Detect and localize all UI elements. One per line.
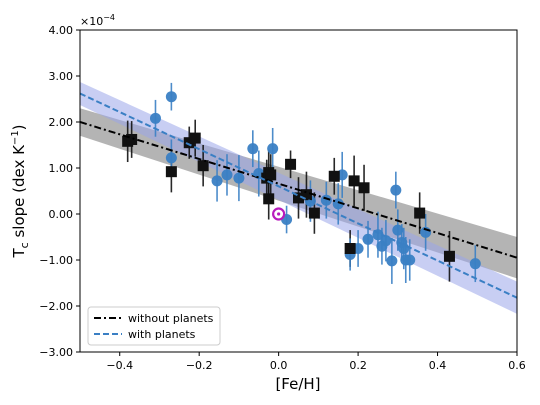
point-with-planets xyxy=(221,169,233,181)
legend: without planets with planets xyxy=(87,306,221,346)
point-with-planets xyxy=(267,143,279,155)
y-tick-label: 3.00 xyxy=(49,70,74,83)
point-with-planets xyxy=(233,172,245,184)
point-without-planets xyxy=(344,243,356,254)
point-with-planets xyxy=(165,152,177,164)
x-tick-label: −0.4 xyxy=(106,359,133,372)
x-tick-label: 0.2 xyxy=(349,359,367,372)
point-without-planets xyxy=(263,193,275,205)
data-markers xyxy=(122,91,481,270)
point-with-planets xyxy=(320,194,332,206)
point-with-planets xyxy=(392,224,404,236)
x-axis-label: [Fe/H] xyxy=(275,375,320,393)
y-axis-ticks: −3.00 −2.00 −1.00 0.00 1.00 2.00 3.00 4.00 xyxy=(39,24,80,359)
point-with-planets xyxy=(404,254,416,266)
point-with-planets xyxy=(247,143,259,155)
point-without-planets xyxy=(197,160,209,172)
y-tick-label: 0.00 xyxy=(49,208,74,221)
point-without-planets xyxy=(443,250,455,262)
point-with-planets xyxy=(332,198,344,210)
y-tick-label: −1.00 xyxy=(39,254,73,267)
y-tick-label: 1.00 xyxy=(49,162,74,175)
sun-dot xyxy=(277,212,281,216)
y-tick-label: −3.00 xyxy=(39,346,73,359)
point-without-planets xyxy=(358,182,370,194)
y-tick-label: 2.00 xyxy=(49,116,74,129)
x-tick-label: −0.2 xyxy=(186,359,213,372)
point-with-planets xyxy=(386,255,398,267)
y-tick-label: 4.00 xyxy=(49,24,74,37)
point-with-planets xyxy=(380,235,392,247)
point-with-planets xyxy=(211,175,223,187)
y-tick-label: −2.00 xyxy=(39,300,73,313)
point-without-planets xyxy=(348,175,360,187)
x-tick-label: 0.6 xyxy=(508,359,526,372)
x-tick-label: 0.0 xyxy=(270,359,288,372)
point-without-planets xyxy=(189,132,201,144)
point-with-planets xyxy=(390,184,402,196)
point-without-planets xyxy=(300,189,312,201)
point-without-planets xyxy=(265,169,277,181)
point-with-planets xyxy=(362,233,374,245)
point-without-planets xyxy=(414,207,426,219)
point-without-planets xyxy=(285,158,297,170)
legend-box xyxy=(87,306,221,346)
y-axis-label: Tc slope (dex K−1) xyxy=(10,124,31,258)
point-without-planets xyxy=(183,137,195,149)
fit-line-without-planets xyxy=(80,121,517,259)
point-without-planets xyxy=(126,133,138,145)
point-with-planets xyxy=(398,243,410,254)
fit-line-with-planets xyxy=(80,92,517,299)
point-with-planets xyxy=(149,112,161,124)
point-with-planets xyxy=(165,91,177,103)
point-without-planets xyxy=(308,207,320,219)
point-without-planets xyxy=(293,192,304,204)
point-with-planets xyxy=(469,258,481,270)
y-scale-note: ×10−4 xyxy=(80,13,115,28)
point-without-planets xyxy=(165,166,177,178)
legend-label-without-planets: without planets xyxy=(128,312,214,325)
x-axis-ticks: −0.4 −0.2 0.0 0.2 0.4 0.6 xyxy=(106,352,526,372)
legend-label-with-planets: with planets xyxy=(128,328,196,341)
plot-frame xyxy=(79,29,518,353)
x-tick-label: 0.4 xyxy=(429,359,447,372)
sun-symbol xyxy=(272,207,286,221)
point-without-planets xyxy=(328,170,340,182)
fit-lines xyxy=(80,92,517,299)
